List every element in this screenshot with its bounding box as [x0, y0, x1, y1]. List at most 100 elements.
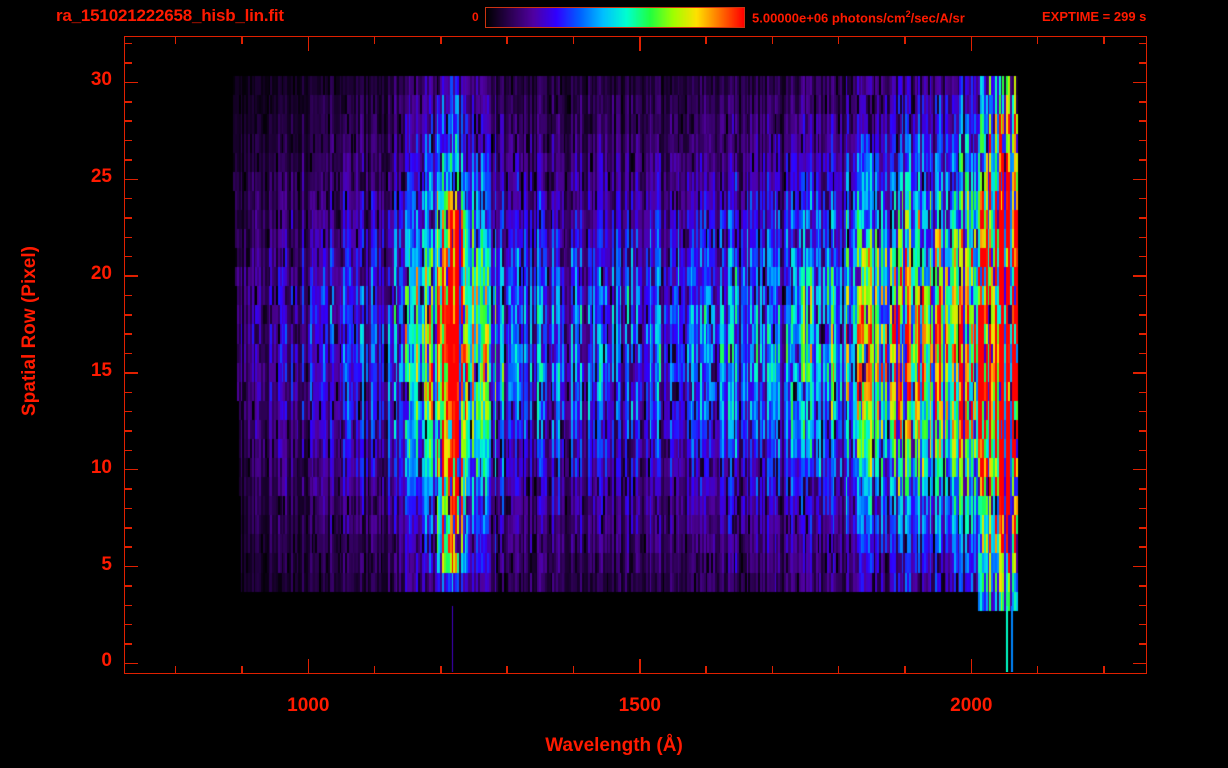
y-axis-tick-minor-right: [1139, 527, 1147, 529]
colorbar-min-label: 0: [472, 10, 479, 24]
y-axis-tick-minor: [124, 546, 132, 548]
y-axis-tick-minor: [124, 488, 132, 490]
x-axis-tick-label: 1000: [287, 695, 330, 716]
y-axis-tick-minor: [124, 410, 132, 413]
x-axis-tick-minor-top: [771, 36, 774, 44]
y-axis-tick-minor-right: [1139, 623, 1147, 626]
y-axis-tick-minor: [124, 42, 132, 45]
x-axis-tick-minor: [241, 666, 243, 674]
y-axis-tick-minor-right: [1139, 101, 1147, 103]
y-axis-tick-minor: [124, 643, 132, 645]
y-axis-tick-major: [124, 372, 138, 374]
x-axis-tick-minor-top: [440, 36, 442, 44]
x-axis-tick-minor: [1103, 666, 1105, 674]
y-axis-tick-minor-right: [1139, 62, 1147, 64]
y-axis-tick-label: 5: [101, 553, 112, 575]
y-axis-tick-minor-right: [1139, 42, 1147, 45]
x-axis-tick-major: [970, 659, 973, 674]
y-axis-tick-minor: [124, 62, 132, 64]
y-axis-tick-minor-right: [1139, 139, 1147, 142]
x-axis-tick-minor-top: [572, 36, 575, 44]
y-axis-tick-label: 15: [90, 359, 112, 381]
exptime-label: EXPTIME = 299 s: [1042, 9, 1147, 24]
x-axis-tick-minor: [572, 666, 575, 674]
plot-area: [124, 36, 1147, 674]
y-axis-tick-minor: [124, 314, 132, 316]
y-axis-tick-major: [124, 275, 138, 277]
y-axis-tick-minor: [124, 139, 132, 142]
x-axis-tick-major-top: [639, 36, 641, 51]
x-axis-tick-minor: [373, 666, 376, 674]
y-axis-tick-minor-right: [1139, 604, 1147, 606]
y-axis-tick-minor: [124, 604, 132, 606]
y-axis-tick-major-right: [1133, 81, 1147, 84]
x-axis-tick-label: 1500: [618, 695, 661, 716]
y-axis-tick-minor-right: [1139, 430, 1147, 432]
x-axis-tick-label: 2000: [950, 695, 993, 716]
y-axis-tick-major-right: [1133, 372, 1147, 374]
x-axis-tick-major-top: [307, 36, 310, 51]
x-axis-tick-minor-top: [837, 36, 840, 44]
x-axis-title: Wavelength (Å): [545, 735, 683, 756]
y-axis-tick-major: [124, 178, 138, 181]
x-axis-tick-minor: [837, 666, 840, 674]
x-axis-tick-minor-top: [1103, 36, 1105, 44]
y-axis-tick-minor: [124, 430, 132, 432]
y-axis-tick-label: 25: [90, 166, 112, 188]
y-axis-tick-minor-right: [1139, 546, 1147, 548]
y-axis-tick-minor-right: [1139, 449, 1147, 452]
y-axis-tick-minor-right: [1139, 236, 1147, 239]
y-axis-tick-minor: [124, 236, 132, 239]
y-axis-tick-major-right: [1133, 275, 1147, 277]
y-axis-tick-major: [124, 565, 138, 568]
x-axis-tick-minor-top: [506, 36, 508, 44]
y-axis-tick-minor: [124, 217, 132, 219]
x-axis-tick-minor-top: [241, 36, 243, 44]
x-axis-tick-minor: [904, 666, 906, 674]
y-axis-tick-minor-right: [1139, 120, 1147, 122]
y-axis-tick-minor-right: [1139, 197, 1147, 200]
y-axis-tick-minor-right: [1139, 314, 1147, 316]
x-axis-tick-minor-top: [904, 36, 906, 44]
y-axis-tick-minor: [124, 585, 132, 587]
x-axis-tick-major: [307, 659, 310, 674]
y-axis-tick-minor: [124, 352, 132, 355]
x-axis-tick-major-top: [970, 36, 973, 51]
y-axis-tick-minor: [124, 294, 132, 297]
y-axis-tick-minor: [124, 527, 132, 529]
y-axis-tick-minor-right: [1139, 159, 1147, 161]
y-axis-tick-minor: [124, 101, 132, 103]
y-axis-tick-minor: [124, 197, 132, 200]
y-axis-tick-minor-right: [1139, 643, 1147, 645]
y-axis-tick-minor-right: [1139, 217, 1147, 219]
y-axis-tick-minor: [124, 120, 132, 122]
y-axis-tick-minor-right: [1139, 255, 1147, 258]
colorbar-max-units-tail: /sec/A/sr: [910, 10, 965, 26]
x-axis-tick-minor: [174, 666, 177, 674]
y-axis-tick-minor: [124, 507, 132, 510]
y-axis-tick-label: 0: [101, 650, 112, 672]
y-axis-tick-minor-right: [1139, 391, 1147, 394]
y-axis-tick-minor-right: [1139, 488, 1147, 490]
x-axis-tick-minor: [506, 666, 508, 674]
x-axis-tick-minor-top: [1036, 36, 1039, 44]
y-axis-tick-minor-right: [1139, 352, 1147, 355]
y-axis-tick-minor-right: [1139, 410, 1147, 413]
y-axis-tick-minor-right: [1139, 585, 1147, 587]
x-axis-tick-minor: [440, 666, 442, 674]
y-axis-tick-label: 10: [90, 456, 112, 478]
y-axis-tick-major: [124, 662, 138, 665]
x-axis-tick-minor-top: [705, 36, 707, 44]
y-axis-title: Spatial Row (Pixel): [19, 246, 40, 416]
y-axis-tick-major: [124, 468, 138, 471]
x-axis-tick-major: [639, 659, 641, 674]
y-axis-tick-major: [124, 81, 138, 84]
y-axis-tick-minor: [124, 449, 132, 452]
x-axis-tick-minor: [771, 666, 774, 674]
colorbar-max-exponent: 2: [905, 9, 911, 19]
y-axis-tick-minor: [124, 333, 132, 335]
x-axis-tick-minor-top: [373, 36, 376, 44]
y-axis-tick-major-right: [1133, 565, 1147, 568]
y-axis-tick-minor-right: [1139, 507, 1147, 510]
